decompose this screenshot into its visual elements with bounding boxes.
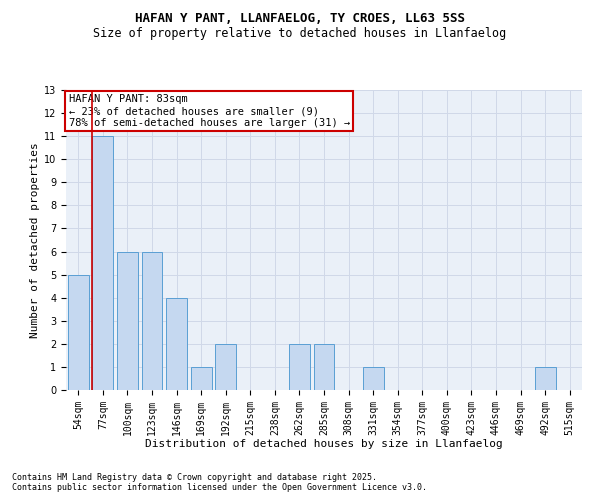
- Bar: [142, 252, 163, 390]
- Bar: [362, 367, 383, 390]
- Bar: [117, 252, 138, 390]
- Bar: [166, 298, 187, 390]
- Bar: [535, 367, 556, 390]
- Text: HAFAN Y PANT, LLANFAELOG, TY CROES, LL63 5SS: HAFAN Y PANT, LLANFAELOG, TY CROES, LL63…: [135, 12, 465, 26]
- Bar: [92, 136, 113, 390]
- Text: Contains public sector information licensed under the Open Government Licence v3: Contains public sector information licen…: [12, 484, 427, 492]
- Y-axis label: Number of detached properties: Number of detached properties: [30, 142, 40, 338]
- Bar: [289, 344, 310, 390]
- Bar: [314, 344, 334, 390]
- Text: Size of property relative to detached houses in Llanfaelog: Size of property relative to detached ho…: [94, 28, 506, 40]
- Bar: [215, 344, 236, 390]
- Text: Contains HM Land Registry data © Crown copyright and database right 2025.: Contains HM Land Registry data © Crown c…: [12, 474, 377, 482]
- Text: HAFAN Y PANT: 83sqm
← 23% of detached houses are smaller (9)
78% of semi-detache: HAFAN Y PANT: 83sqm ← 23% of detached ho…: [68, 94, 350, 128]
- Bar: [191, 367, 212, 390]
- Bar: [68, 274, 89, 390]
- X-axis label: Distribution of detached houses by size in Llanfaelog: Distribution of detached houses by size …: [145, 439, 503, 449]
